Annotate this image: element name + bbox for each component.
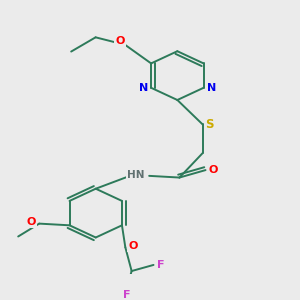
Text: O: O xyxy=(208,165,218,175)
Text: N: N xyxy=(139,83,148,93)
Text: F: F xyxy=(157,260,165,270)
Text: S: S xyxy=(205,118,213,131)
Text: O: O xyxy=(115,36,125,46)
Text: O: O xyxy=(27,217,36,227)
Text: N: N xyxy=(206,83,216,93)
Text: O: O xyxy=(128,241,138,250)
Text: HN: HN xyxy=(127,170,144,180)
Text: F: F xyxy=(123,290,130,300)
